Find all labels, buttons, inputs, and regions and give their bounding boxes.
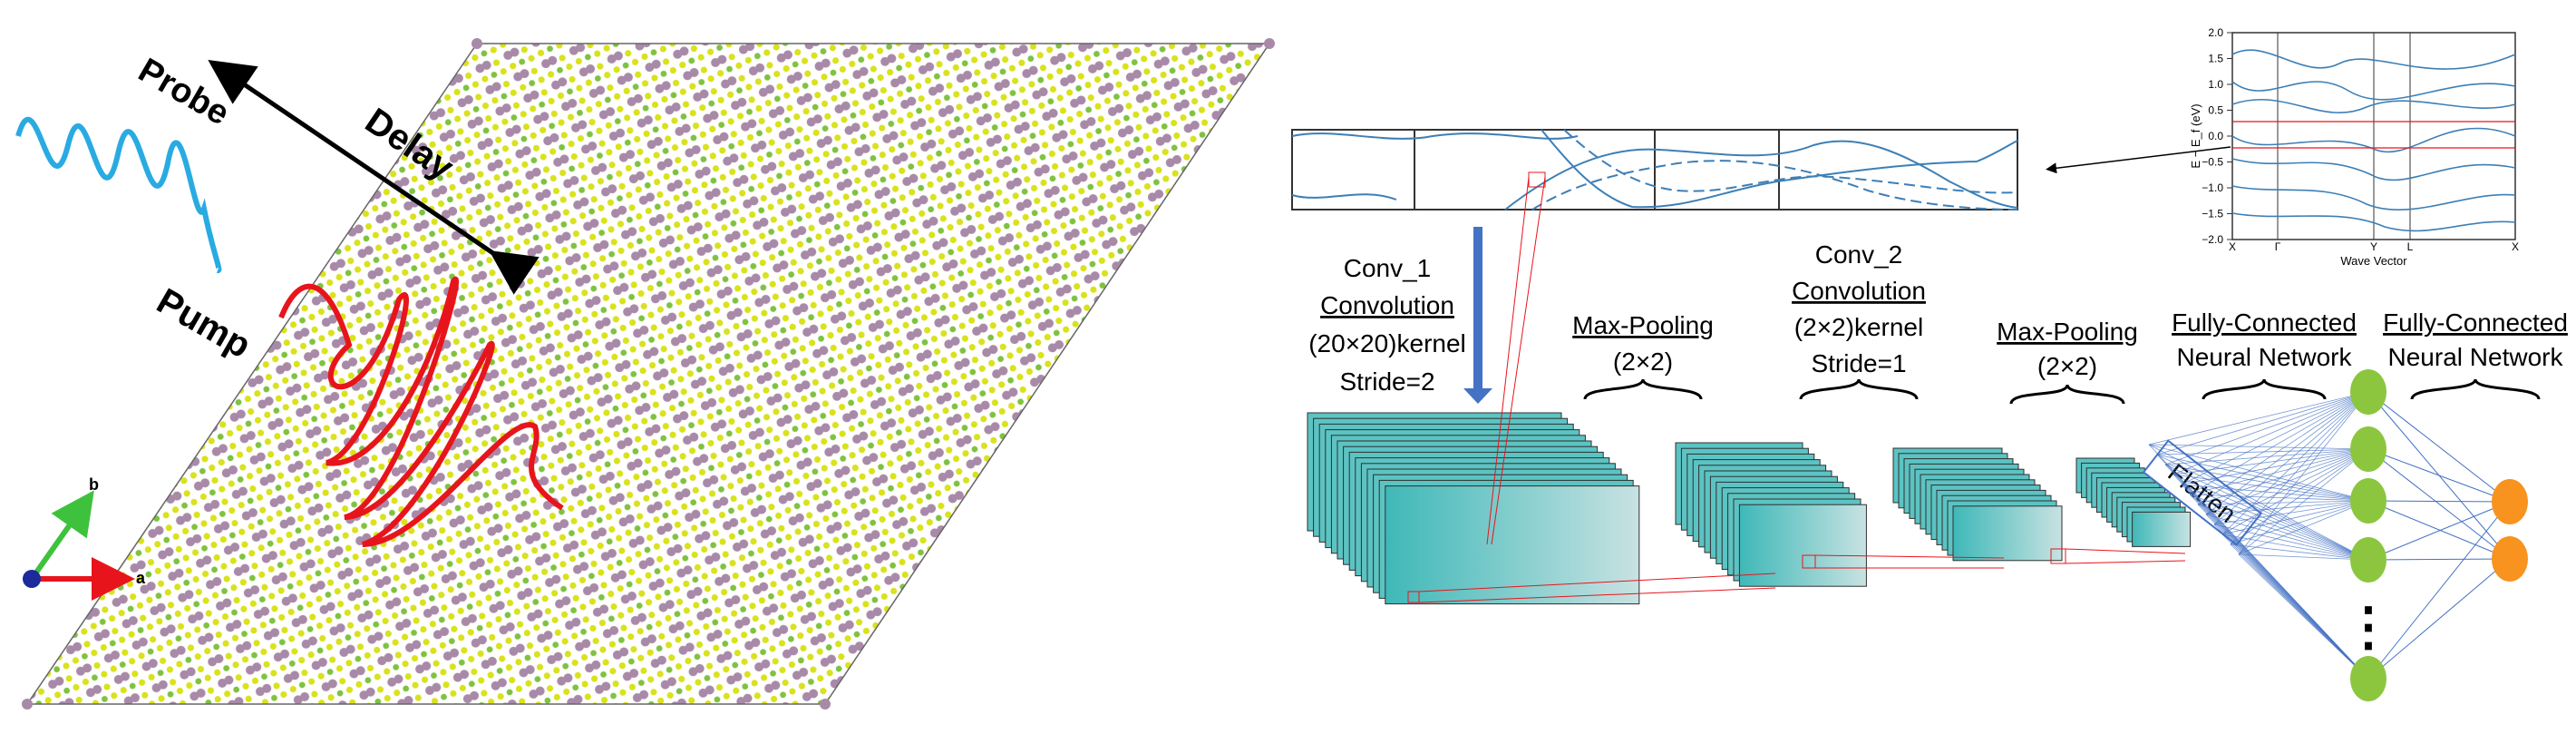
pool2-label-group: Max-Pooling (2×2) bbox=[1997, 318, 2138, 405]
pool1-feature-maps bbox=[1675, 442, 1867, 587]
band-y-tick-label: −1.0 bbox=[2202, 181, 2223, 194]
conv2-stride: Stride=1 bbox=[1811, 349, 1906, 377]
fc1-line1: Fully-Connected bbox=[2172, 308, 2357, 337]
conv1-type: Convolution bbox=[1320, 291, 1454, 319]
conv2-feature-maps bbox=[1892, 447, 2063, 562]
hidden-node bbox=[2350, 537, 2386, 582]
band-x-tick-label: Γ bbox=[2275, 240, 2281, 253]
band-x-tick-label: Y bbox=[2370, 240, 2377, 253]
receptive-field-lines bbox=[1407, 176, 2186, 603]
band-structure-plot: 2.0 1.5 1.0 0.5 0.0 −0.5 −1.0 −1.5 −2.0 X Γ Y L X E … bbox=[2189, 26, 2519, 268]
pool2-title: Max-Pooling bbox=[1997, 318, 2138, 346]
pool2-size: (2×2) bbox=[2037, 352, 2097, 380]
band-y-tick-label: 1.0 bbox=[2208, 78, 2223, 91]
pool1-title: Max-Pooling bbox=[1572, 311, 1714, 339]
crystal-lattice bbox=[25, 43, 1271, 705]
band-y-tick-label: 2.0 bbox=[2208, 26, 2223, 39]
hidden-node bbox=[2350, 478, 2386, 524]
pool1-label-group: Max-Pooling (2×2) bbox=[1572, 311, 1714, 400]
band-xlabel: Wave Vector bbox=[2340, 254, 2407, 268]
pump-label: Pump bbox=[151, 281, 258, 367]
output-node bbox=[2492, 479, 2528, 524]
hidden-node bbox=[2350, 369, 2386, 415]
conv1-feature-maps bbox=[1307, 412, 1640, 605]
probe-label: Probe bbox=[132, 51, 236, 132]
band-y-tick-label: 0.5 bbox=[2208, 104, 2223, 117]
axis-triad: a b bbox=[23, 475, 146, 601]
fc2-label-group: Fully-Connected Neural Network bbox=[2383, 308, 2568, 400]
fc1-label-group: Fully-Connected Neural Network bbox=[2172, 308, 2357, 400]
hidden-node bbox=[2350, 656, 2386, 701]
band-y-tick-label: 1.5 bbox=[2208, 53, 2223, 65]
input-band-strip bbox=[1291, 129, 2018, 210]
band-y-tick-label: −1.5 bbox=[2202, 208, 2223, 220]
band-lines bbox=[2231, 33, 2516, 240]
fc2-line2: Neural Network bbox=[2388, 343, 2564, 371]
probe-wave bbox=[15, 116, 222, 273]
crystal-panel: Delay Probe Pump a b bbox=[15, 38, 1275, 710]
pool1-size: (2×2) bbox=[1613, 348, 1673, 376]
band-y-tick-label: −2.0 bbox=[2202, 233, 2223, 246]
conv2-label-group: Conv_2 Convolution (2×2)kernel Stride=1 bbox=[1792, 240, 1926, 400]
fc2-line1: Fully-Connected bbox=[2383, 308, 2568, 337]
band-x-tick-label: L bbox=[2407, 240, 2414, 253]
band-y-tick-label: −0.5 bbox=[2202, 156, 2223, 169]
conv1-kernel: (20×20)kernel bbox=[1308, 329, 1466, 357]
hidden-node bbox=[2350, 426, 2386, 472]
nn-edges bbox=[2148, 391, 2511, 680]
nn-nodes bbox=[2350, 369, 2528, 701]
pump-wave bbox=[278, 276, 564, 547]
feature-map-stacks bbox=[1307, 412, 2192, 605]
fc1-line2: Neural Network bbox=[2177, 343, 2353, 371]
conv2-kernel: (2×2)kernel bbox=[1794, 313, 1923, 341]
band-crop-arrow bbox=[2046, 146, 2231, 174]
band-y-ticks: 2.0 1.5 1.0 0.5 0.0 −0.5 −1.0 −1.5 −2.0 bbox=[2202, 26, 2232, 246]
pool2-feature-maps bbox=[2075, 457, 2192, 547]
conv1-stride: Stride=2 bbox=[1339, 367, 1434, 396]
delay-arrow bbox=[208, 59, 540, 295]
conv1-label-group: Conv_1 Convolution (20×20)kernel Stride=… bbox=[1308, 254, 1466, 396]
band-x-tick-label: X bbox=[2229, 240, 2236, 253]
band-y-tick-label: 0.0 bbox=[2208, 130, 2223, 142]
output-node bbox=[2492, 536, 2528, 582]
hidden-ellipsis: ⋮ bbox=[2342, 597, 2395, 656]
band-x-tick-label: X bbox=[2512, 240, 2519, 253]
band-ylabel: E − E_f (eV) bbox=[2189, 103, 2202, 168]
conv2-title: Conv_2 bbox=[1815, 240, 1903, 269]
axis-a-label: a bbox=[136, 569, 146, 587]
axis-b-label: b bbox=[89, 475, 99, 494]
conv2-type: Convolution bbox=[1792, 277, 1926, 305]
conv1-title: Conv_1 bbox=[1344, 254, 1432, 282]
